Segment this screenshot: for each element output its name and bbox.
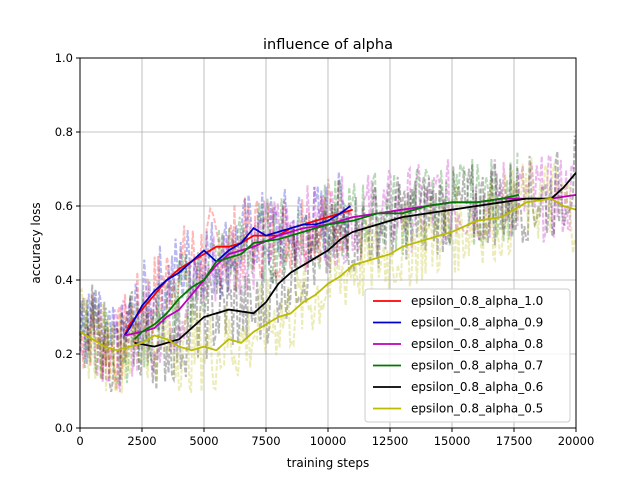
y-tick-label: 0.8 (55, 125, 73, 139)
y-axis-label: accuracy loss (29, 202, 43, 283)
series-lines (79, 172, 577, 352)
legend: epsilon_0.8_alpha_1.0 epsilon_0.8_alpha_0… (364, 288, 571, 423)
legend-label: epsilon_0.8_alpha_0.9 (411, 316, 543, 330)
x-tick-label: 17500 (496, 434, 533, 448)
x-tick-label: 20000 (558, 434, 595, 448)
y-axis-ticks: 0.0 0.2 0.4 0.6 0.8 1.0 (55, 51, 80, 435)
x-tick-label: 5000 (189, 434, 218, 448)
x-tick-label: 10000 (310, 434, 347, 448)
x-axis-ticks: 0 2500 5000 7500 10000 12500 15000 17500 20000 (76, 428, 594, 448)
raw-trace-epsilon_0.8_alpha_0.6 (79, 135, 576, 393)
raw-trace-epsilon_0.8_alpha_1.0 (79, 178, 354, 391)
legend-label: epsilon_0.8_alpha_1.0 (411, 294, 543, 308)
x-tick-label: 0 (76, 434, 83, 448)
y-tick-label: 0.4 (55, 273, 73, 287)
series-line-epsilon_0.8_alpha_0.9 (123, 205, 351, 337)
series-line-epsilon_0.8_alpha_0.5 (79, 197, 577, 352)
legend-box (364, 288, 571, 423)
x-axis-label: training steps (287, 456, 370, 470)
y-tick-label: 1.0 (55, 51, 73, 65)
raw-trace-epsilon_0.8_alpha_0.9 (79, 171, 351, 386)
series-line-epsilon_0.8_alpha_1.0 (123, 208, 354, 336)
legend-label: epsilon_0.8_alpha_0.7 (411, 359, 543, 373)
noise-traces (79, 135, 576, 395)
series-line-epsilon_0.8_alpha_0.7 (133, 194, 520, 340)
y-tick-label: 0.6 (55, 199, 73, 213)
raw-trace-epsilon_0.8_alpha_0.7 (79, 152, 519, 385)
legend-label: epsilon_0.8_alpha_0.6 (411, 380, 543, 394)
legend-label: epsilon_0.8_alpha_0.8 (411, 337, 543, 351)
y-tick-label: 0.0 (55, 421, 73, 435)
x-tick-label: 7500 (251, 434, 280, 448)
raw-trace-epsilon_0.8_alpha_0.8 (79, 154, 575, 393)
legend-label: epsilon_0.8_alpha_0.5 (411, 402, 543, 416)
x-tick-label: 2500 (127, 434, 156, 448)
x-tick-label: 15000 (434, 434, 471, 448)
x-tick-label: 12500 (372, 434, 409, 448)
series-line-epsilon_0.8_alpha_0.6 (134, 172, 577, 348)
y-tick-label: 0.2 (55, 347, 73, 361)
chart-title: influence of alpha (263, 37, 393, 53)
